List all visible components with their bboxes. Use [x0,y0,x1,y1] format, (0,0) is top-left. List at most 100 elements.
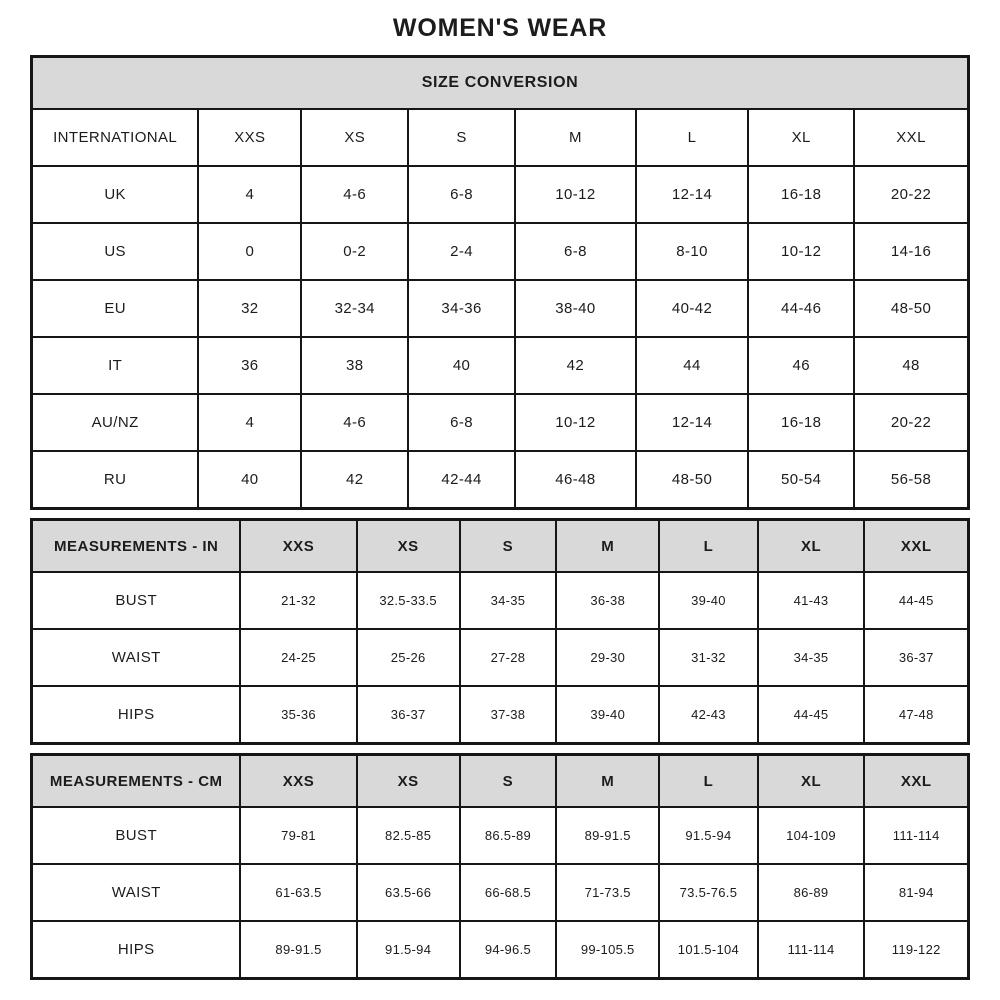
size-conversion-row-cell: 4 [197,165,303,224]
size-conversion-row-cell: 34-36 [407,279,516,338]
size-conversion-body: UK 4 4-6 6-8 10-12 12-14 16-18 20-22 US 0 0-2 2-4 6-… [30,165,970,510]
measurements-in-row-cell: 39-40 [555,685,661,745]
measurements-in-row-cell: 31-32 [658,628,759,687]
measurements-in-row-cell: 44-45 [756,685,866,745]
size-conversion-row-cell: 48-50 [634,450,750,510]
size-conversion-row-cell: 42 [513,336,637,395]
measurements-in-row-cell: 29-30 [555,628,661,687]
size-conversion-row-cell: 6-8 [407,165,516,224]
size-conversion-column-header-m: M [513,108,637,167]
measurements-in-row-cell: 35-36 [239,685,358,745]
measurements-in-row-cell: 34-35 [458,571,558,630]
measurements-in-row-cell: 36-37 [863,628,970,687]
size-conversion-column-header-xxl: XXL [853,108,970,167]
size-conversion-row-cell: 12-14 [634,393,750,452]
size-conversion-column-header-xs: XS [300,108,410,167]
measurements-cm-row-cell: 101.5-104 [658,920,759,980]
size-conversion-row-cell: 44-46 [747,279,856,338]
size-conversion-row-label: UK [30,165,200,224]
measurements-in-row-cell: 27-28 [458,628,558,687]
measurements-cm-header-row: MEASUREMENTS - CM XXS XS S M L XL XXL [30,753,970,808]
measurements-cm-row: WAIST 61-63.5 63.5-66 66-68.5 71-73.5 73.5-76… [30,863,970,922]
measurements-cm-row-cell: 94-96.5 [458,920,558,980]
measurements-cm-body: BUST 79-81 82.5-85 86.5-89 89-91.5 91.5-94 104… [30,806,970,980]
size-conversion-row-cell: 4 [197,393,303,452]
measurements-cm-row-label: BUST [30,806,242,865]
measurements-in-row: HIPS 35-36 36-37 37-38 39-40 42-43 44-45 47-48 [30,685,970,745]
size-conversion-row-cell: 38 [300,336,410,395]
measurements-cm-row-cell: 91.5-94 [658,806,759,865]
measurements-cm-row-label: HIPS [30,920,242,980]
size-conversion-row: IT 36 38 40 42 44 46 48 [30,336,970,395]
measurements-in-row-cell: 34-35 [756,628,866,687]
size-conversion-row-cell: 14-16 [853,222,970,281]
size-conversion-row-cell: 16-18 [747,393,856,452]
measurements-cm-column-header-xs: XS [355,753,461,808]
size-conversion-row-cell: 16-18 [747,165,856,224]
size-conversion-row-cell: 20-22 [853,393,970,452]
measurements-cm-column-header-m: M [555,753,661,808]
measurements-in-row-cell: 47-48 [863,685,970,745]
measurements-in-column-header-xxs: XXS [239,518,358,573]
size-conversion-row-cell: 4-6 [300,165,410,224]
measurements-cm-column-header-xxs: XXS [239,753,358,808]
size-conversion-row-cell: 48-50 [853,279,970,338]
measurements-in-row-cell: 41-43 [756,571,866,630]
measurements-cm-row-cell: 61-63.5 [239,863,358,922]
measurements-cm-row-cell: 111-114 [863,806,970,865]
measurements-in-row-cell: 25-26 [355,628,461,687]
size-conversion-row-cell: 50-54 [747,450,856,510]
measurements-in-title: MEASUREMENTS - IN [30,518,242,573]
measurements-in-row-cell: 36-38 [555,571,661,630]
size-conversion-row-cell: 6-8 [407,393,516,452]
measurements-in-row-label: BUST [30,571,242,630]
measurements-in-column-header-xl: XL [756,518,866,573]
size-conversion-title-row: SIZE CONVERSION [30,55,970,110]
size-conversion-row-cell: 0 [197,222,303,281]
measurements-cm-row-cell: 91.5-94 [355,920,461,980]
size-conversion-row-cell: 2-4 [407,222,516,281]
size-conversion-column-header-l: L [634,108,750,167]
size-conversion-row-cell: 10-12 [513,165,637,224]
measurements-in-row-cell: 21-32 [239,571,358,630]
measurements-cm-row-cell: 89-91.5 [555,806,661,865]
size-conversion-row-cell: 40 [197,450,303,510]
size-conversion-row: UK 4 4-6 6-8 10-12 12-14 16-18 20-22 [30,165,970,224]
size-conversion-row-label: EU [30,279,200,338]
measurements-in-row-cell: 24-25 [239,628,358,687]
size-conversion-row-cell: 48 [853,336,970,395]
size-conversion-row-cell: 40 [407,336,516,395]
measurements-in-column-header-l: L [658,518,759,573]
measurements-in-row: WAIST 24-25 25-26 27-28 29-30 31-32 34-35 36-37 [30,628,970,687]
measurements-in-row-cell: 36-37 [355,685,461,745]
size-conversion-row-label: IT [30,336,200,395]
measurements-cm-row-cell: 79-81 [239,806,358,865]
measurements-in-row-cell: 32.5-33.5 [355,571,461,630]
size-conversion-row: EU 32 32-34 34-36 38-40 40-42 44-46 48-50 [30,279,970,338]
size-conversion-row-cell: 10-12 [513,393,637,452]
measurements-cm-row-cell: 104-109 [756,806,866,865]
measurements-cm-row-cell: 111-114 [756,920,866,980]
measurements-in-row-cell: 44-45 [863,571,970,630]
measurements-in-row-cell: 39-40 [658,571,759,630]
measurements-cm-column-header-l: L [658,753,759,808]
size-conversion-row-cell: 44 [634,336,750,395]
size-conversion-row-cell: 12-14 [634,165,750,224]
size-conversion-row: AU/NZ 4 4-6 6-8 10-12 12-14 16-18 20-22 [30,393,970,452]
size-conversion-row-cell: 38-40 [513,279,637,338]
measurements-cm-row-cell: 82.5-85 [355,806,461,865]
measurements-cm-row: BUST 79-81 82.5-85 86.5-89 89-91.5 91.5-94 104… [30,806,970,865]
measurements-cm-table: MEASUREMENTS - CM XXS XS S M L XL XXL BUST 79-8… [30,753,970,980]
measurements-cm-row-cell: 86.5-89 [458,806,558,865]
size-conversion-column-header-international: INTERNATIONAL [30,108,200,167]
size-conversion-row-cell: 42-44 [407,450,516,510]
measurements-in-row-cell: 37-38 [458,685,558,745]
size-conversion-row-cell: 6-8 [513,222,637,281]
size-conversion-row: RU 40 42 42-44 46-48 48-50 50-54 56-58 [30,450,970,510]
size-conversion-columns-row: INTERNATIONAL XXS XS S M L XL XXL [30,108,970,167]
measurements-cm-row-cell: 73.5-76.5 [658,863,759,922]
measurements-cm-row: HIPS 89-91.5 91.5-94 94-96.5 99-105.5 101.5-1… [30,920,970,980]
size-conversion-title: SIZE CONVERSION [30,55,970,110]
measurements-cm-title: MEASUREMENTS - CM [30,753,242,808]
